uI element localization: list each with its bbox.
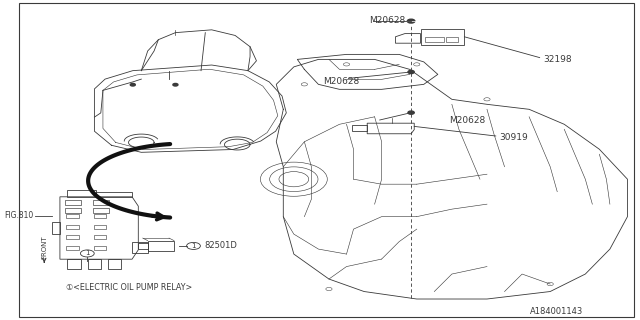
Text: M20628: M20628 [323,77,360,86]
Text: ①<ELECTRIC OIL PUMP RELAY>: ①<ELECTRIC OIL PUMP RELAY> [66,284,193,292]
Bar [94,235,106,239]
Text: 32198: 32198 [543,55,572,64]
Bar [108,259,122,269]
Text: 1: 1 [191,243,196,249]
Circle shape [173,84,178,86]
Bar [66,225,79,229]
Bar [425,37,444,42]
Bar [66,246,79,250]
Bar [94,225,106,229]
Text: M20628: M20628 [369,16,405,25]
Circle shape [408,70,414,74]
Bar [88,259,101,269]
Circle shape [408,111,414,114]
Text: A184001143: A184001143 [531,308,584,316]
Bar [93,208,109,213]
Bar [94,214,106,218]
Text: FRONT: FRONT [41,235,47,259]
Text: 30919: 30919 [499,133,527,142]
Bar [148,241,174,251]
Circle shape [407,19,415,23]
Bar [445,37,458,42]
Bar [351,125,367,131]
Text: FIG.810: FIG.810 [4,211,33,220]
Bar [93,200,109,205]
Text: M20628: M20628 [449,116,485,124]
Circle shape [131,84,135,86]
Bar [94,246,106,250]
Text: 82501D: 82501D [205,241,237,251]
Bar [66,214,79,218]
Text: 1: 1 [85,251,90,256]
Bar [65,200,81,205]
Bar [65,208,81,213]
Bar [67,259,81,269]
Bar [66,235,79,239]
